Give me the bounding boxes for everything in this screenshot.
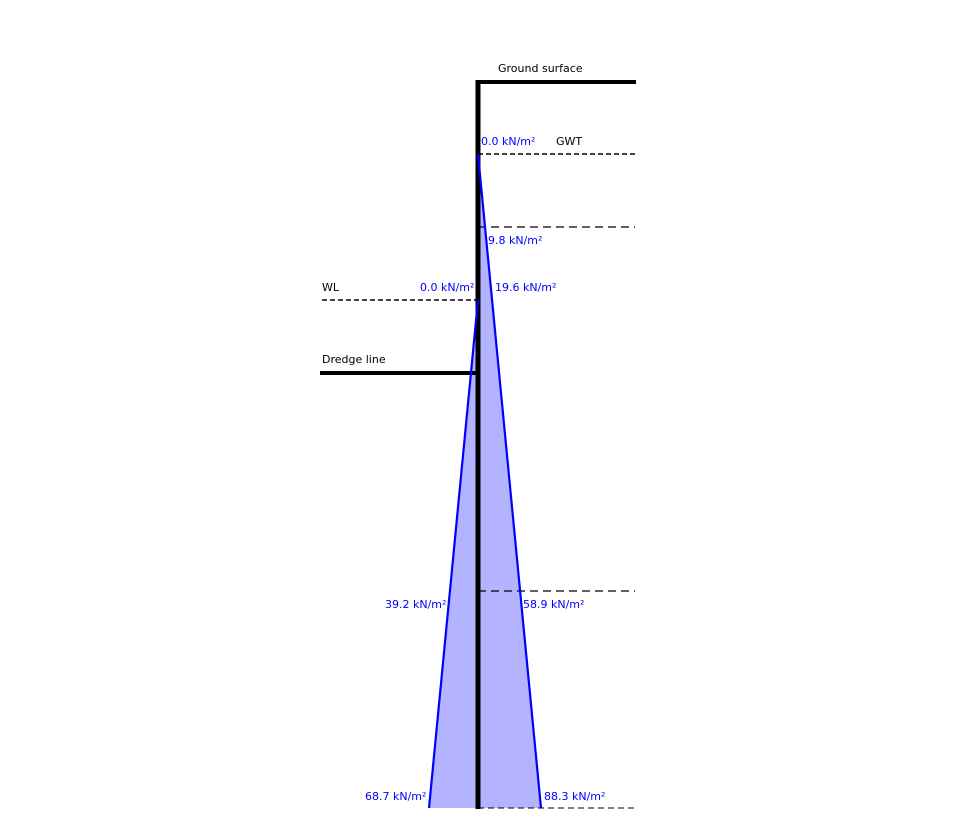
pressure-label-left-base: 68.7 kN/m²: [365, 790, 426, 803]
gwt-label: GWT: [556, 135, 582, 148]
dredge-line-label: Dredge line: [322, 353, 386, 366]
right-pressure-outline: [476, 153, 543, 809]
ground-surface-label: Ground surface: [498, 62, 583, 75]
pressure-label-left-lower: 39.2 kN/m²: [385, 598, 446, 611]
wl-label: WL: [322, 281, 340, 294]
left-pressure-outline: [427, 299, 480, 809]
pressure-label-right-base: 88.3 kN/m²: [544, 790, 605, 803]
pressure-label-right-mid: 9.8 kN/m²: [488, 234, 542, 247]
pressure-label-right-lower: 58.9 kN/m²: [523, 598, 584, 611]
pressure-label-right-wl: 19.6 kN/m²: [495, 281, 556, 294]
pressure-label-right-gwt: 0.0 kN/m²: [481, 135, 535, 148]
pressure-label-left-wl: 0.0 kN/m²: [420, 281, 474, 294]
pressure-area-fill: [429, 154, 541, 808]
